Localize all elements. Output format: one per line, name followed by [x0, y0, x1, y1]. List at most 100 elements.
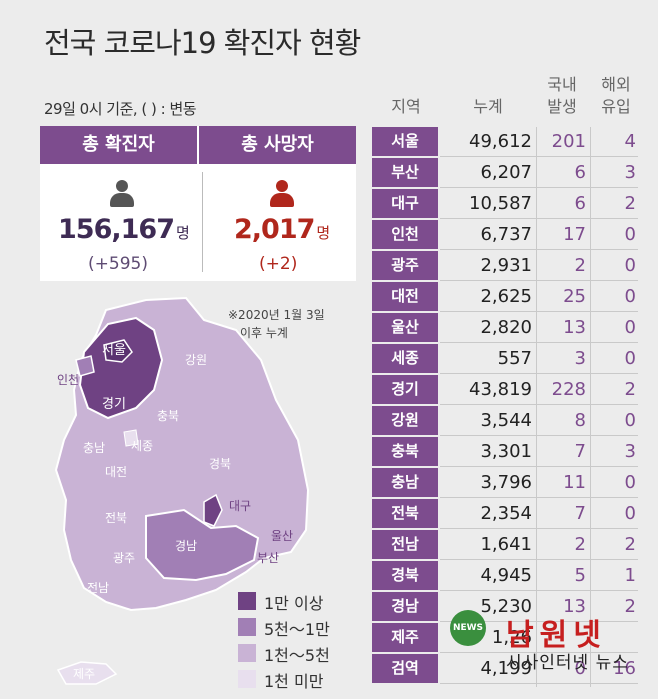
- import-cell: 1: [624, 565, 636, 586]
- legend-label: 5천～1만: [264, 620, 330, 639]
- region-cell: 인천: [372, 220, 438, 249]
- region-cell: 세종: [372, 344, 438, 373]
- deaths-unit: 명: [316, 224, 330, 242]
- row-divider: [440, 652, 638, 653]
- map-label-seoul: 서울: [102, 343, 126, 358]
- map-label-jeju: 제주: [73, 667, 95, 681]
- watermark-sub: 시사인터넷 뉴스: [506, 653, 629, 673]
- region-cell: 전남: [372, 530, 438, 559]
- total-cell: 3,544: [480, 410, 532, 431]
- legend-swatch: [238, 644, 256, 662]
- region-cell: 전북: [372, 499, 438, 528]
- row-divider: [440, 404, 638, 405]
- table-row: 부산 6,207 6 3: [372, 158, 642, 189]
- header-divider: [197, 126, 199, 164]
- local-cell: 13: [563, 596, 586, 617]
- confirmed-total: 156,167 명: [58, 214, 190, 245]
- deaths-total: 2,017 명: [234, 214, 330, 245]
- summary-box: 총 확진자 총 사망자 156,167 명 (+595) 2,017 명 (+2): [40, 126, 356, 281]
- import-cell: 2: [624, 379, 636, 400]
- import-cell: 0: [624, 472, 636, 493]
- confirmed-value: 156,167: [58, 214, 175, 245]
- import-cell: 3: [624, 441, 636, 462]
- total-cell: 2,354: [480, 503, 532, 524]
- total-cell: 3,301: [480, 441, 532, 462]
- confirmed-change: (+595): [88, 254, 148, 274]
- local-cell: 8: [574, 410, 586, 431]
- table-row: 울산 2,820 13 0: [372, 313, 642, 344]
- total-cell: 6,737: [480, 224, 532, 245]
- local-cell: 11: [563, 472, 586, 493]
- map-label-gyeongnam: 경남: [175, 539, 197, 553]
- row-divider: [440, 187, 638, 188]
- local-cell: 7: [574, 441, 586, 462]
- map-gyeonggi: [78, 316, 164, 420]
- local-cell: 5: [574, 565, 586, 586]
- map-jeju: [56, 661, 118, 685]
- local-cell: 2: [574, 534, 586, 555]
- region-cell: 충남: [372, 468, 438, 497]
- region-cell: 서울: [372, 127, 438, 156]
- map-label-jeonbuk: 전북: [105, 511, 127, 525]
- header-import-line-2: 유입: [601, 97, 631, 116]
- region-cell: 대전: [372, 282, 438, 311]
- map-daegu: [203, 493, 223, 527]
- total-cell: 4,199: [480, 658, 532, 679]
- confirmed-unit: 명: [175, 224, 190, 242]
- row-divider: [440, 342, 638, 343]
- person-icon-red: [270, 180, 294, 210]
- legend-item: 1만 이상: [238, 588, 378, 613]
- region-cell: 경기: [372, 375, 438, 404]
- local-cell: 7: [574, 503, 586, 524]
- row-divider: [440, 621, 638, 622]
- region-cell: 대구: [372, 189, 438, 218]
- legend-swatch: [238, 592, 256, 610]
- note-line-2: 이후 누계: [240, 326, 288, 340]
- table-row: 광주 2,931 2 0: [372, 251, 642, 282]
- row-divider: [440, 683, 638, 684]
- import-cell: 0: [624, 503, 636, 524]
- deaths-change: (+2): [259, 254, 298, 274]
- region-cell: 광주: [372, 251, 438, 280]
- total-cell: 3,796: [480, 472, 532, 493]
- local-cell: 201: [551, 131, 586, 152]
- table-row: 전북 2,354 7 0: [372, 499, 642, 530]
- import-cell: 0: [624, 286, 636, 307]
- local-cell: 228: [551, 379, 586, 400]
- confirmed-header: 총 확진자: [40, 126, 197, 164]
- region-cell: 경남: [372, 592, 438, 621]
- region-cell: 제주: [372, 623, 438, 652]
- legend-item: 5천～1만: [238, 614, 378, 639]
- map-label-gangwon: 강원: [185, 353, 207, 367]
- import-cell: 0: [624, 255, 636, 276]
- legend-swatch: [238, 670, 256, 688]
- total-cell: 557: [497, 348, 532, 369]
- watermark: NEWS 남원넷 시사인터넷 뉴스: [420, 608, 658, 699]
- legend-label: 1만 이상: [264, 594, 324, 613]
- row-divider: [440, 280, 638, 281]
- cumulative-note: ※2020년 1월 3일 이후 누계: [228, 306, 325, 342]
- column-separator: [590, 127, 591, 687]
- total-cell: 1,26: [491, 627, 532, 648]
- table-row: 전남 1,641 2 2: [372, 530, 642, 561]
- header-local-line-1: 국내: [547, 75, 577, 94]
- local-cell: 6: [574, 193, 586, 214]
- map-label-daegu: 대구: [229, 499, 251, 513]
- map-label-sejong: 세종: [131, 439, 153, 453]
- header-local: 국내 발생: [538, 74, 586, 118]
- note-line-1: ※2020년 1월 3일: [228, 308, 325, 322]
- total-cell: 2,931: [480, 255, 532, 276]
- row-divider: [440, 373, 638, 374]
- legend-swatch: [238, 618, 256, 636]
- table-row: 충북 3,301 7 3: [372, 437, 642, 468]
- region-cell: 경북: [372, 561, 438, 590]
- table-row: 경남 5,230 13 2: [372, 592, 642, 623]
- table-row: 세종 557 3 0: [372, 344, 642, 375]
- table-row: 제주 1,26: [372, 623, 642, 654]
- total-cell: 43,819: [469, 379, 532, 400]
- local-cell: 25: [563, 286, 586, 307]
- local-cell: 3: [574, 348, 586, 369]
- total-cell: 6,207: [480, 162, 532, 183]
- map-label-chungbuk: 충북: [157, 409, 179, 423]
